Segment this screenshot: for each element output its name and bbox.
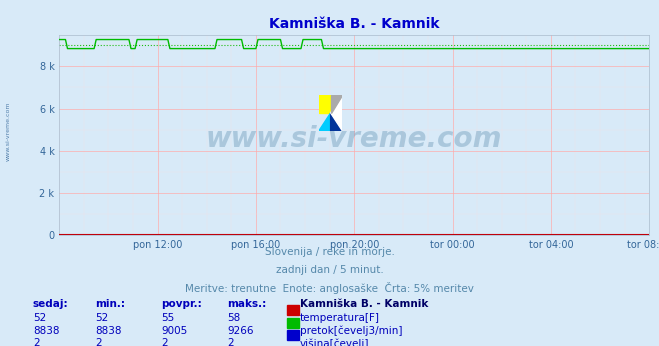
Text: maks.:: maks.:: [227, 299, 267, 309]
Text: www.si-vreme.com: www.si-vreme.com: [5, 102, 11, 161]
Text: 8838: 8838: [96, 326, 122, 336]
Text: višina[čevelj]: višina[čevelj]: [300, 338, 369, 346]
Text: sedaj:: sedaj:: [33, 299, 69, 309]
Text: 52: 52: [33, 313, 46, 323]
Text: Meritve: trenutne  Enote: anglosaške  Črta: 5% meritev: Meritve: trenutne Enote: anglosaške Črta…: [185, 282, 474, 294]
Text: 2: 2: [96, 338, 102, 346]
Title: Kamniška B. - Kamnik: Kamniška B. - Kamnik: [269, 17, 440, 31]
Text: 9266: 9266: [227, 326, 254, 336]
Text: 58: 58: [227, 313, 241, 323]
Text: www.si-vreme.com: www.si-vreme.com: [206, 125, 502, 153]
Text: 8838: 8838: [33, 326, 59, 336]
Text: Slovenija / reke in morje.: Slovenija / reke in morje.: [264, 247, 395, 257]
Text: 2: 2: [161, 338, 168, 346]
Text: 2: 2: [33, 338, 40, 346]
Text: 55: 55: [161, 313, 175, 323]
Text: 9005: 9005: [161, 326, 188, 336]
Text: Kamniška B. - Kamnik: Kamniška B. - Kamnik: [300, 299, 428, 309]
Text: zadnji dan / 5 minut.: zadnji dan / 5 minut.: [275, 265, 384, 275]
Text: pretok[čevelj3/min]: pretok[čevelj3/min]: [300, 326, 403, 336]
Text: temperatura[F]: temperatura[F]: [300, 313, 380, 323]
Text: povpr.:: povpr.:: [161, 299, 202, 309]
Text: min.:: min.:: [96, 299, 126, 309]
Text: 52: 52: [96, 313, 109, 323]
Text: 2: 2: [227, 338, 234, 346]
